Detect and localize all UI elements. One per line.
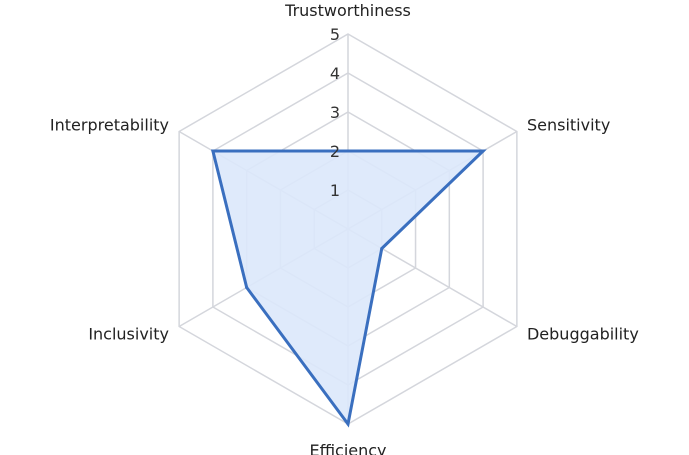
axis-label-inclusivity: Inclusivity	[88, 325, 169, 344]
radial-tick-labels: 1 2 3 4 5	[330, 25, 340, 200]
data-point-trustworthiness	[346, 149, 350, 153]
series-polygon-0	[210, 149, 487, 428]
data-point-interpretability	[211, 149, 215, 153]
data-point-sensitivity	[481, 149, 485, 153]
axis-labels: Trustworthiness Sensitivity Debuggability E…	[50, 1, 639, 455]
tick-label-4: 4	[330, 64, 340, 83]
data-point-efficiency	[346, 422, 350, 426]
axis-label-interpretability: Interpretability	[50, 116, 169, 135]
axis-label-sensitivity: Sensitivity	[527, 116, 610, 135]
axis-label-efficiency: Efficiency	[309, 441, 386, 455]
tick-label-2: 2	[330, 142, 340, 161]
axis-label-debuggability: Debuggability	[527, 325, 639, 344]
axis-label-trustworthiness: Trustworthiness	[284, 1, 411, 20]
radar-series	[210, 149, 487, 428]
tick-label-1: 1	[330, 181, 340, 200]
data-point-debuggability	[380, 247, 384, 250]
tick-label-3: 3	[330, 103, 340, 122]
tick-label-5: 5	[330, 25, 340, 44]
data-point-inclusivity	[245, 286, 249, 289]
